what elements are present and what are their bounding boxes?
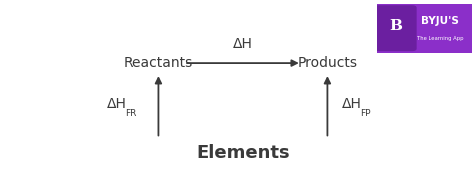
Text: Reactants: Reactants	[124, 56, 193, 70]
Text: Products: Products	[297, 56, 357, 70]
Text: The Learning App: The Learning App	[417, 36, 464, 41]
Text: FP: FP	[360, 109, 370, 118]
Text: ΔH: ΔH	[342, 97, 362, 111]
Text: ΔH: ΔH	[107, 97, 127, 111]
FancyBboxPatch shape	[374, 2, 474, 54]
FancyBboxPatch shape	[374, 5, 417, 51]
Text: BYJU'S: BYJU'S	[421, 16, 459, 26]
Text: Elements: Elements	[196, 144, 290, 162]
Text: FR: FR	[125, 109, 136, 118]
Text: ΔH: ΔH	[233, 37, 253, 51]
Text: B: B	[389, 19, 402, 33]
